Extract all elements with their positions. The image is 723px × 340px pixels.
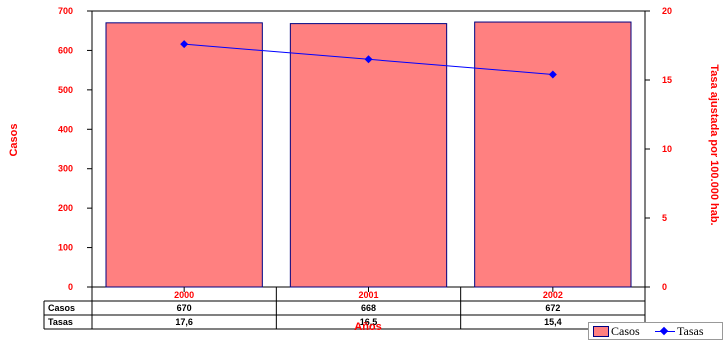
- table-row-label-tasas: Tasas: [48, 317, 73, 327]
- y-tick-label-400: 400: [58, 124, 73, 134]
- bar-casos-2000: [105, 22, 263, 288]
- y-tick-label-100: 100: [58, 243, 73, 253]
- y-tick-label-200: 200: [58, 203, 73, 213]
- legend-label-casos: Casos: [611, 324, 640, 338]
- x-tick-label-2002: 2002: [543, 290, 563, 300]
- point-tasas-2001: [364, 55, 373, 64]
- table-cell-tasas-2002: 15,4: [544, 317, 562, 327]
- y2-tick-label-10: 10: [662, 144, 672, 154]
- y-tick-label-500: 500: [58, 85, 73, 95]
- table-row-label-casos: Casos: [48, 303, 75, 313]
- table-cell-tasas-2000: 17,6: [175, 317, 193, 327]
- bar-casos-2001: [289, 23, 448, 288]
- y2-tick-label-0: 0: [662, 282, 667, 292]
- y2-tick-label-20: 20: [662, 6, 672, 16]
- y-tick-label-300: 300: [58, 164, 73, 174]
- x-tick-label-2001: 2001: [358, 290, 378, 300]
- bars-layer: [105, 21, 632, 288]
- y2-tick-label-15: 15: [662, 75, 672, 85]
- point-tasas-2002: [548, 70, 557, 79]
- legend-item-tasas: Tasas: [655, 324, 703, 339]
- legend-label-tasas: Tasas: [677, 324, 704, 338]
- legend-item-casos: Casos: [593, 324, 640, 339]
- y-tick-label-0: 0: [68, 282, 73, 292]
- y2-axis-title: Tasa ajustada por 100.000 hab.: [708, 64, 720, 225]
- x-tick-label-2000: 2000: [174, 290, 194, 300]
- tasas-line-layer: [180, 40, 557, 79]
- table-cell-casos-2000: 670: [177, 303, 192, 313]
- y-axis-title: Casos: [8, 123, 20, 156]
- y-tick-label-600: 600: [58, 45, 73, 55]
- x-axis-title: Años: [354, 321, 382, 333]
- left-axis-ticks: 0 100 200 300 400 500 600 700: [58, 6, 92, 292]
- data-table: 2000 2001 2002 Casos 670 668 672 Tasas 17,6 16,5 1…: [43, 287, 646, 330]
- legend: Casos Tasas: [588, 322, 723, 340]
- right-axis-ticks: 0 5 10 15 20: [645, 6, 672, 292]
- table-cell-casos-2001: 668: [361, 303, 376, 313]
- bar-casos-2002: [474, 21, 632, 288]
- y-tick-label-700: 700: [58, 6, 73, 16]
- table-cell-tasas-2001: 16,5: [360, 317, 378, 327]
- tasas-marker: [655, 326, 675, 338]
- y2-tick-label-5: 5: [662, 213, 667, 223]
- point-tasas-2000: [180, 40, 189, 49]
- table-cell-casos-2002: 672: [545, 303, 560, 313]
- casos-swatch: [593, 326, 609, 337]
